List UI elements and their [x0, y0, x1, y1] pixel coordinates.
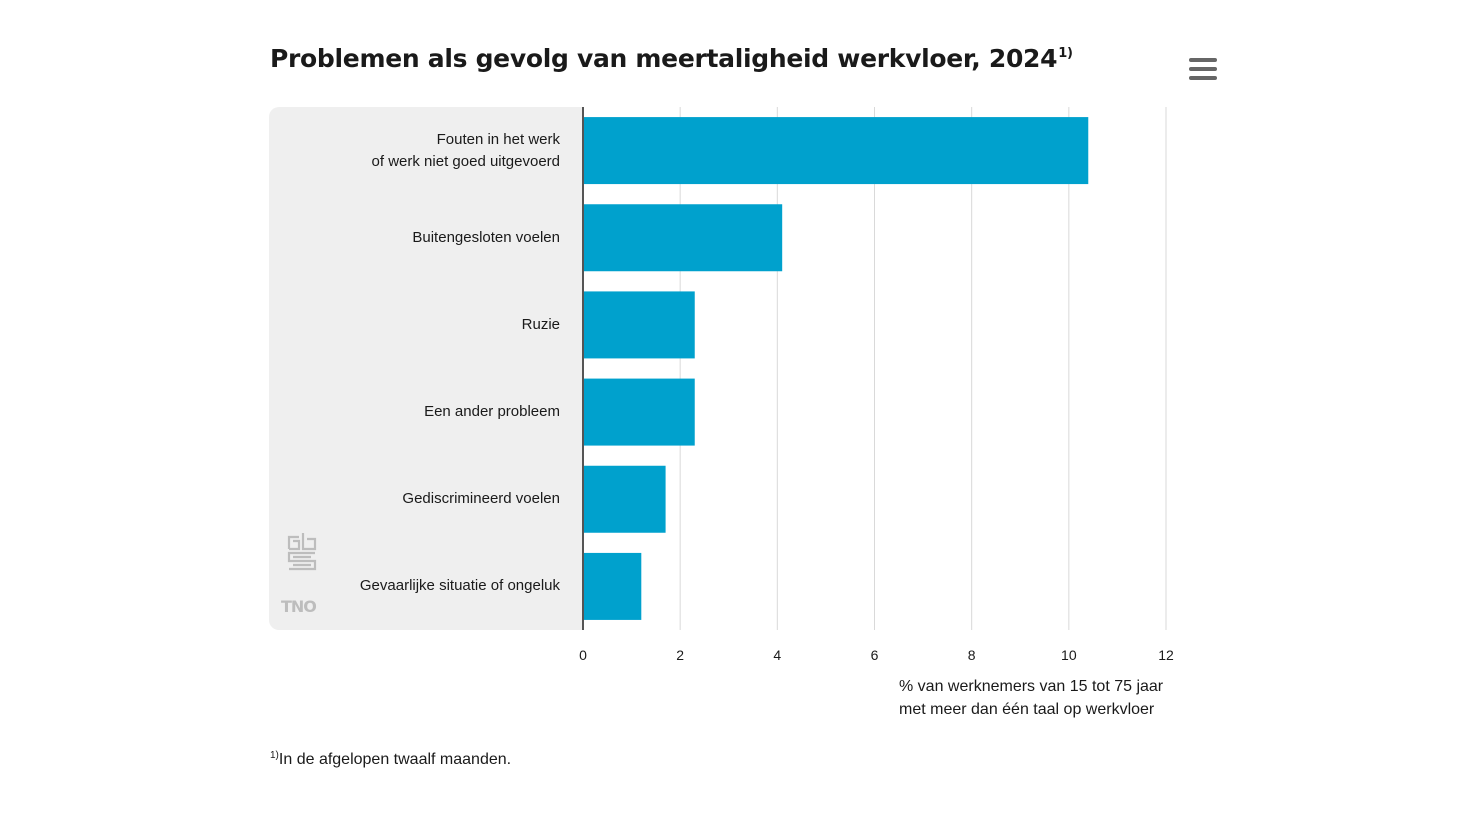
bar-2[interactable]	[583, 291, 695, 359]
title-footnote-marker: 1)	[1058, 46, 1073, 61]
footnote-marker: 1)	[270, 750, 279, 761]
category-label-0: Fouten in het werk of werk niet goed uit…	[371, 130, 560, 170]
cbs-logo-icon	[287, 533, 317, 571]
chart-title: Problemen als gevolg van meertaligheid w…	[270, 44, 1073, 73]
category-label-panel	[269, 107, 583, 630]
category-label-5: Gevaarlijke situatie of ongeluk	[359, 577, 560, 595]
bar-1[interactable]	[583, 204, 783, 272]
category-label-3: Een ander probleem	[424, 403, 560, 421]
x-tick-label-4: 4	[773, 647, 782, 663]
x-axis-title: % van werknemers van 15 tot 75 jaar met …	[899, 678, 1164, 718]
footnote-text: In de afgelopen twaalf maanden.	[278, 751, 512, 768]
x-tick-label-2: 2	[676, 647, 685, 663]
category-label-4: Gediscrimineerd voelen	[402, 490, 560, 508]
x-tick-label-6: 6	[870, 647, 879, 663]
x-tick-label-8: 8	[967, 647, 976, 663]
bar-5[interactable]	[583, 552, 642, 620]
x-tick-label-0: 0	[579, 647, 587, 663]
x-tick-label-12: 12	[1158, 647, 1174, 663]
footnote: 1)In de afgelopen twaalf maanden.	[270, 750, 511, 769]
x-tick-label-10: 10	[1061, 647, 1077, 663]
bar-4[interactable]	[583, 465, 666, 533]
tno-logo: TNO	[281, 597, 317, 616]
hamburger-menu-icon[interactable]	[1189, 58, 1217, 80]
bar-3[interactable]	[583, 378, 695, 446]
bar-0[interactable]	[583, 117, 1089, 185]
category-label-1: Buitengesloten voelen	[412, 228, 560, 246]
category-label-2: Ruzie	[521, 315, 560, 333]
